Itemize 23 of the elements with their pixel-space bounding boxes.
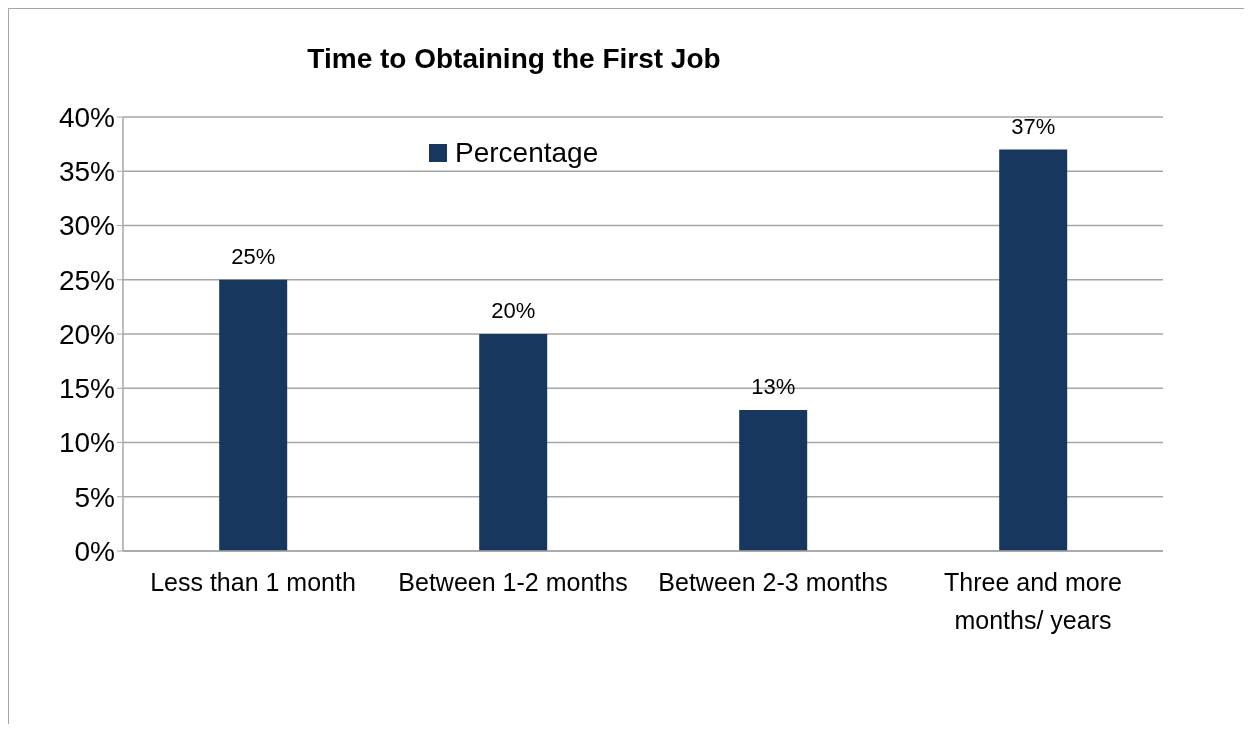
bar — [219, 279, 288, 551]
y-tick-label: 20% — [58, 318, 115, 350]
data-label: 20% — [491, 298, 536, 323]
y-tick-label: 30% — [58, 210, 115, 242]
bar — [739, 409, 808, 551]
x-tick-label: Between 1-2 months — [398, 568, 628, 596]
data-label: 25% — [231, 243, 276, 269]
x-tick-label: Three and more months/ years — [944, 568, 1122, 634]
y-tick-label: 35% — [58, 156, 115, 188]
bar — [999, 149, 1068, 551]
data-label: 13% — [751, 373, 796, 399]
x-tick-label: Less than 1 month — [150, 568, 356, 596]
y-tick-label: 5% — [74, 481, 115, 513]
y-tick-label: 15% — [58, 373, 115, 405]
x-tick-label: Between 2-3 months — [658, 568, 888, 596]
y-tick-label: 40% — [58, 101, 115, 133]
chart-title: Time to Obtaining the First Job — [306, 43, 722, 75]
data-label: 37% — [1011, 113, 1056, 139]
y-tick-label: 25% — [58, 264, 115, 296]
y-tick-label: 0% — [74, 535, 115, 567]
bar — [479, 334, 548, 551]
y-tick-label: 10% — [58, 427, 115, 459]
legend-label: Percentage — [455, 137, 599, 169]
